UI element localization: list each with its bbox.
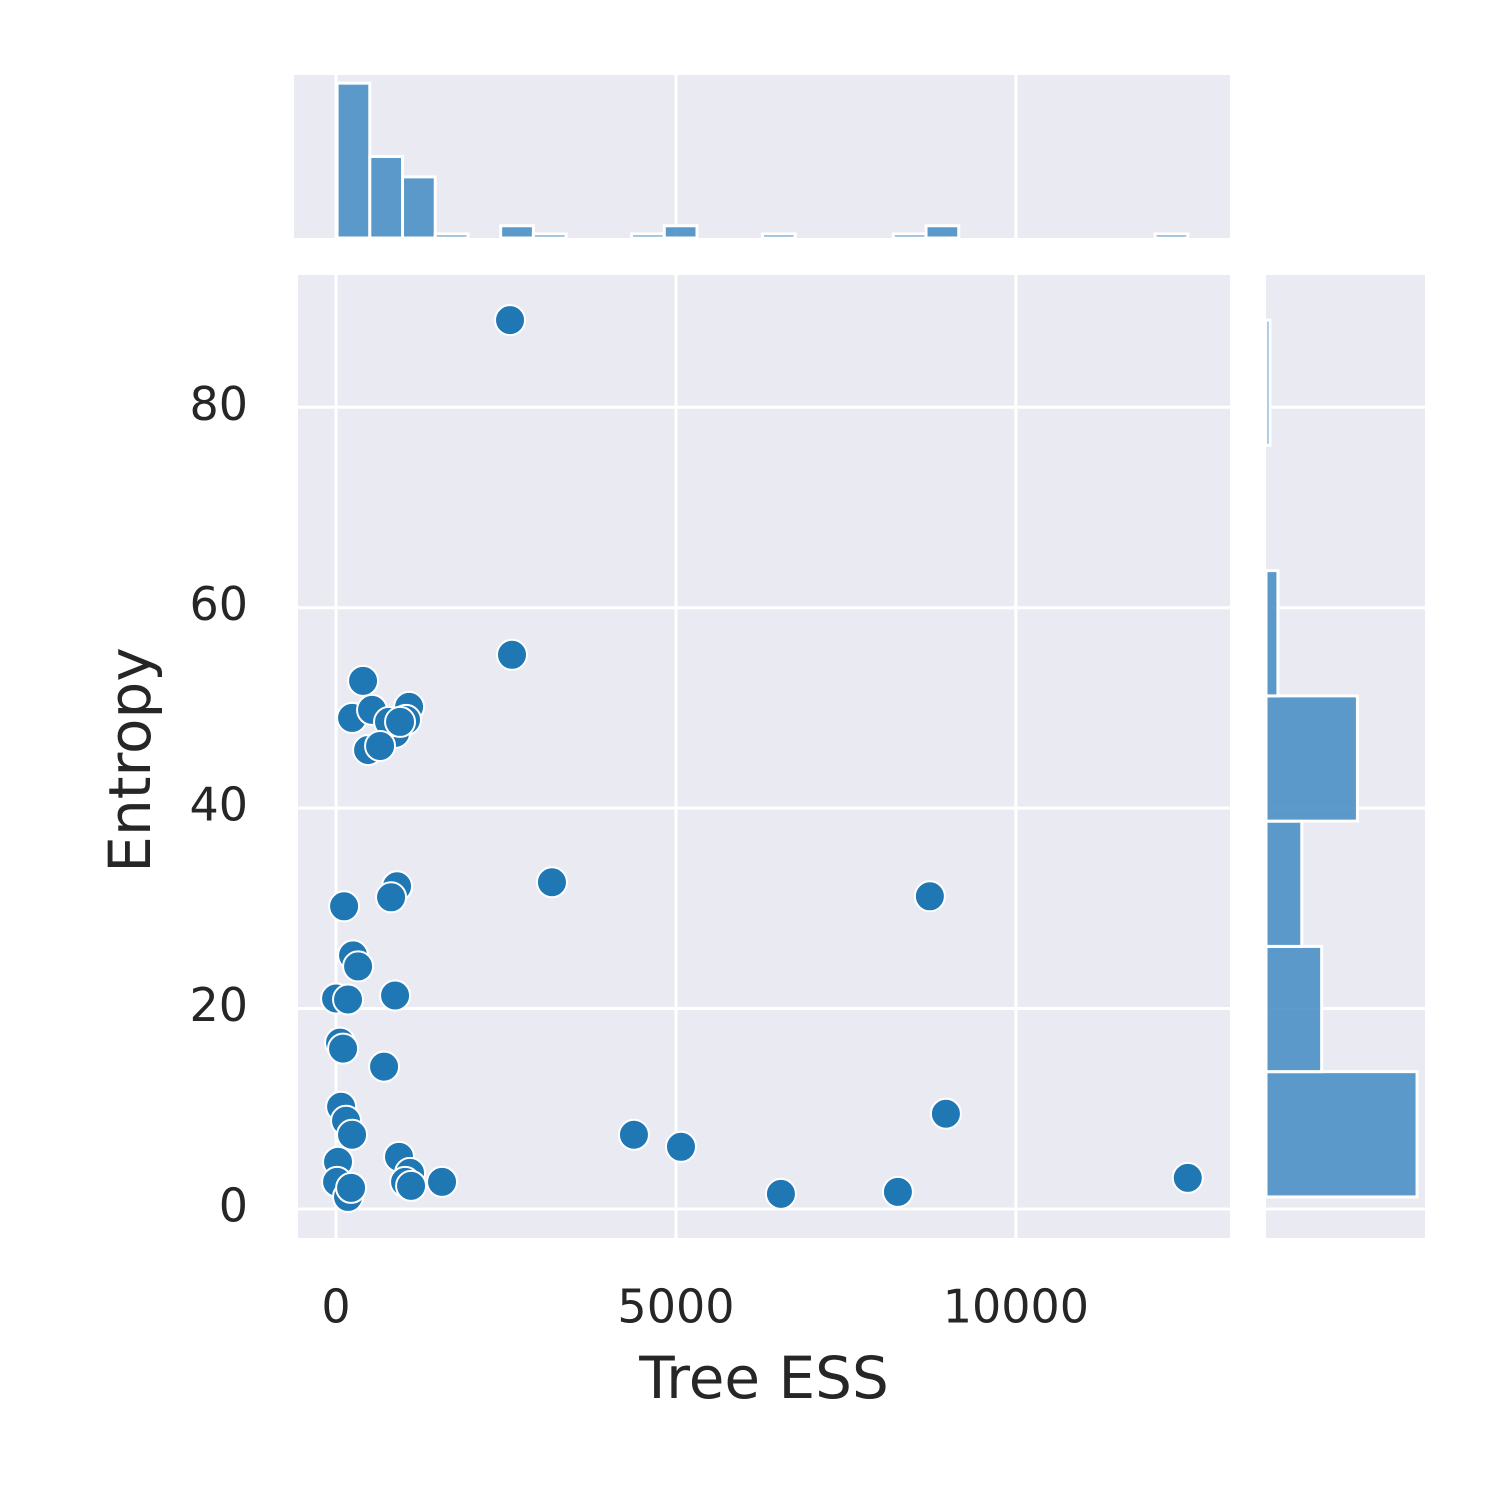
scatter-point <box>364 729 397 762</box>
histogram-bar <box>1264 569 1280 698</box>
scatter-point <box>328 890 361 923</box>
histogram-bar <box>1264 318 1272 447</box>
y-tick-label: 20 <box>189 978 248 1032</box>
histogram-bar <box>924 224 961 240</box>
scatter-point <box>368 1050 401 1083</box>
scatter-point <box>327 1032 360 1065</box>
histogram-bar <box>499 224 535 240</box>
scatter-point <box>535 866 568 899</box>
scatter-point <box>617 1118 650 1151</box>
scatter-point <box>495 638 528 671</box>
histogram-bar <box>891 232 928 240</box>
scatter-point <box>494 304 527 337</box>
scatter-point <box>764 1177 797 1210</box>
histogram-bar <box>662 224 699 240</box>
y-tick-label: 40 <box>189 778 248 832</box>
scatter-point <box>929 1097 962 1130</box>
histogram-bar <box>368 155 405 240</box>
scatter-point <box>336 1118 369 1151</box>
histogram-bar <box>630 232 666 240</box>
scatter-point <box>375 881 408 914</box>
scatter-point <box>379 979 412 1012</box>
histogram-bar <box>1264 1070 1419 1199</box>
histogram-bar <box>401 175 437 240</box>
x-axis-label: Tree ESS <box>638 1344 889 1412</box>
histogram-bar <box>531 232 568 240</box>
scatter-point <box>332 983 365 1016</box>
histogram-bar <box>335 81 372 240</box>
scatter-point <box>342 950 375 983</box>
x-tick-label: 0 <box>321 1280 350 1334</box>
top-panel <box>294 75 1230 238</box>
y-tick-label: 80 <box>189 377 248 431</box>
x-tick-label: 5000 <box>617 1280 734 1334</box>
scatter-point <box>913 880 946 913</box>
main-panel <box>298 275 1230 1238</box>
scatter-point <box>426 1165 459 1198</box>
scatter-point <box>384 705 417 738</box>
histogram-bar <box>760 232 797 240</box>
histogram-bar <box>1264 819 1304 948</box>
x-tick-label: 10000 <box>943 1280 1089 1334</box>
scatter-point <box>664 1130 697 1163</box>
scatter-point <box>347 664 380 697</box>
histogram-bar <box>433 232 470 240</box>
scatter-point <box>395 1169 428 1202</box>
y-axis-label: Entropy <box>96 647 164 872</box>
scatter-point <box>1171 1161 1204 1194</box>
y-tick-label: 0 <box>219 1178 248 1232</box>
histogram-bar <box>1153 232 1190 240</box>
scatter-point <box>335 1171 368 1204</box>
histogram-bar <box>1264 944 1324 1074</box>
y-tick-label: 60 <box>189 577 248 631</box>
scatter-point <box>881 1175 914 1208</box>
histogram-bar <box>1264 694 1359 823</box>
